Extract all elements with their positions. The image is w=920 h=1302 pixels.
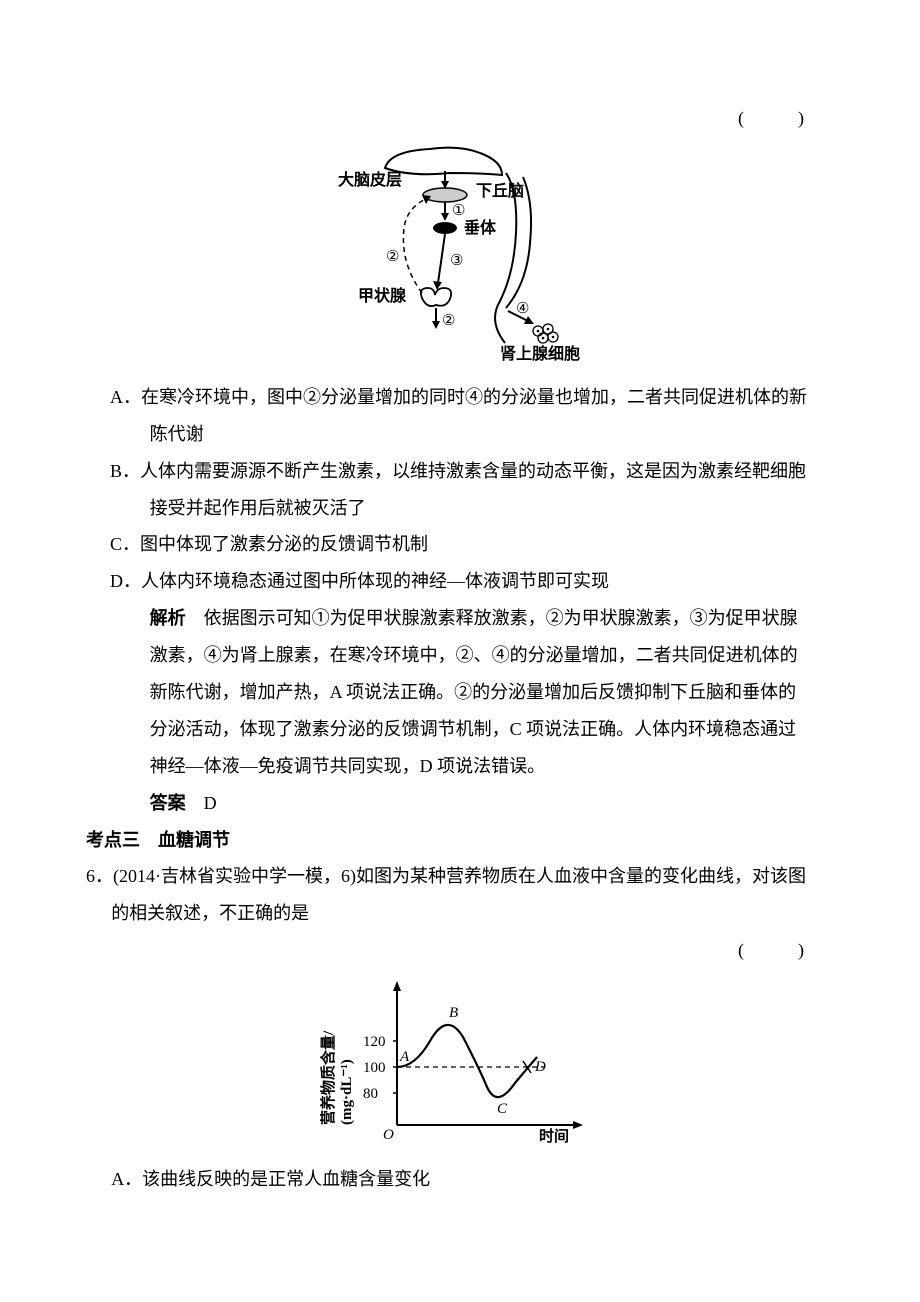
- tick-120: 120: [363, 1034, 386, 1050]
- answer-value: D: [204, 793, 217, 813]
- pt-C: C: [497, 1101, 508, 1117]
- pt-D: D: [534, 1059, 546, 1075]
- option-D: D．人体内环境稳态通过图中所体现的神经—体液调节即可实现: [110, 563, 810, 600]
- endocrine-diagram: 大脑皮层 下丘脑 ① 垂体 ② ③ 甲状腺: [330, 143, 590, 363]
- option-B: B．人体内需要源源不断产生激素，以维持激素含量的动态平衡，这是因为激素经靶细胞接…: [110, 453, 810, 527]
- analysis-block: 解析 依据图示可知①为促甲状腺激素释放激素，②为甲状腺激素，③为促甲状腺激素，④…: [110, 600, 810, 784]
- pt-B: B: [449, 1005, 458, 1021]
- topic-3-heading: 考点三 血糖调节: [86, 822, 810, 859]
- analysis-label: 解析: [150, 608, 186, 628]
- paren-marker-2: ( ): [110, 932, 810, 969]
- circled-1: ①: [452, 203, 465, 219]
- paren-marker-1: ( ): [110, 100, 810, 137]
- label-cortex: 大脑皮层: [338, 170, 402, 189]
- answer-block: 答案 D: [110, 785, 810, 822]
- tick-80: 80: [363, 1086, 378, 1102]
- option-A: A．在寒冷环境中，图中②分泌量增加的同时④的分泌量也增加，二者共同促进机体的新陈…: [110, 379, 810, 453]
- origin-label: O: [383, 1127, 394, 1143]
- label-adrenal: 肾上腺细胞: [500, 344, 580, 363]
- option-C: C．图中体现了激素分泌的反馈调节机制: [110, 526, 810, 563]
- circled-3: ③: [450, 253, 463, 269]
- label-hypothalamus: 下丘脑: [476, 181, 524, 200]
- nutrient-curve-chart: 营养物质含量/ (mg·dL⁻¹) O 80 100 120 A B: [315, 975, 605, 1145]
- circled-2b: ②: [442, 313, 455, 329]
- label-pituitary: 垂体: [464, 218, 497, 237]
- figure-2: 营养物质含量/ (mg·dL⁻¹) O 80 100 120 A B: [110, 975, 810, 1145]
- circled-4: ④: [516, 301, 529, 317]
- ylabel-line1: 营养物质含量/: [319, 1030, 337, 1125]
- figure-1: 大脑皮层 下丘脑 ① 垂体 ② ③ 甲状腺: [110, 143, 810, 363]
- analysis-text: 依据图示可知①为促甲状腺激素释放激素，②为甲状腺激素，③为促甲状腺激素，④为肾上…: [150, 608, 798, 776]
- label-thyroid: 甲状腺: [358, 286, 407, 305]
- q6-stem: 6．(2014·吉林省实验中学一模，6)如图为某种营养物质在人血液中含量的变化曲…: [86, 858, 810, 932]
- ylabel-line2: (mg·dL⁻¹): [339, 1059, 355, 1125]
- pt-A: A: [399, 1049, 410, 1065]
- q6-option-A: A．该曲线反映的是正常人血糖含量变化: [86, 1161, 810, 1198]
- answer-label: 答案: [150, 793, 186, 813]
- tick-100: 100: [363, 1060, 386, 1076]
- xlabel: 时间: [539, 1127, 569, 1145]
- circled-2a: ②: [386, 249, 399, 265]
